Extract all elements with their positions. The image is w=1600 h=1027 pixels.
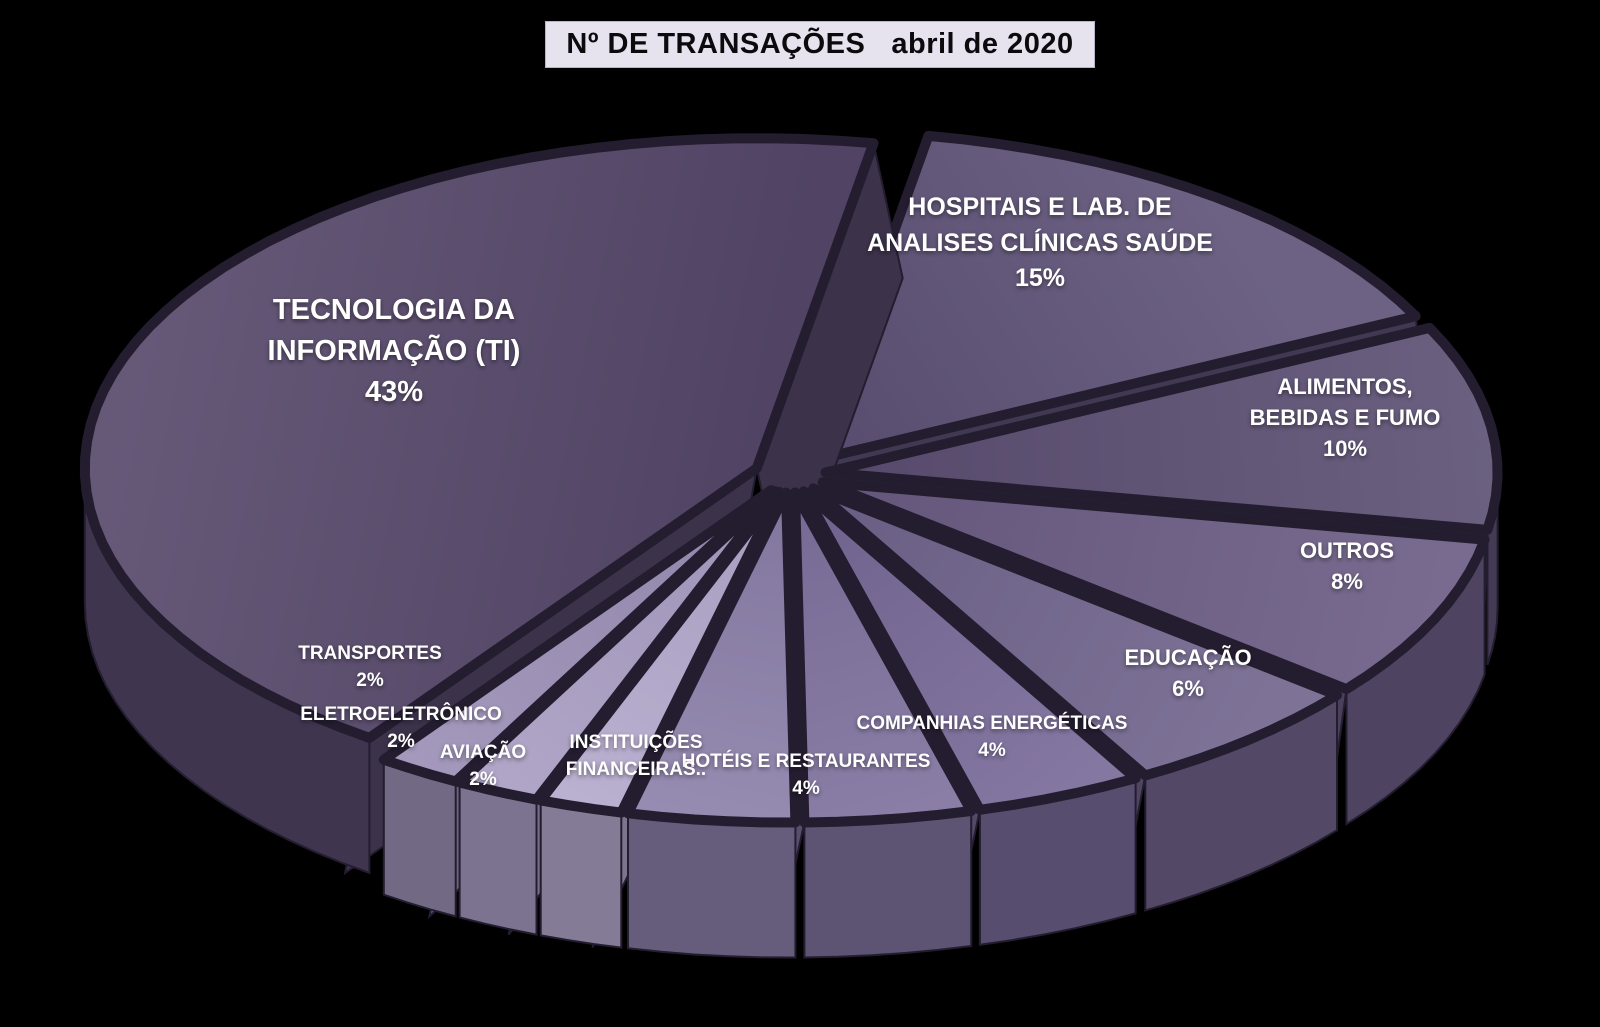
pie-slice-hoteis: [764, 487, 977, 959]
pie-slice-instituicoes: [623, 487, 801, 959]
chart-title: Nº DE TRANSAÇÕES abril de 2020: [545, 21, 1095, 68]
chart-title-date: abril de 2020: [891, 28, 1074, 60]
chart-title-text: Nº DE TRANSAÇÕES: [566, 28, 866, 60]
